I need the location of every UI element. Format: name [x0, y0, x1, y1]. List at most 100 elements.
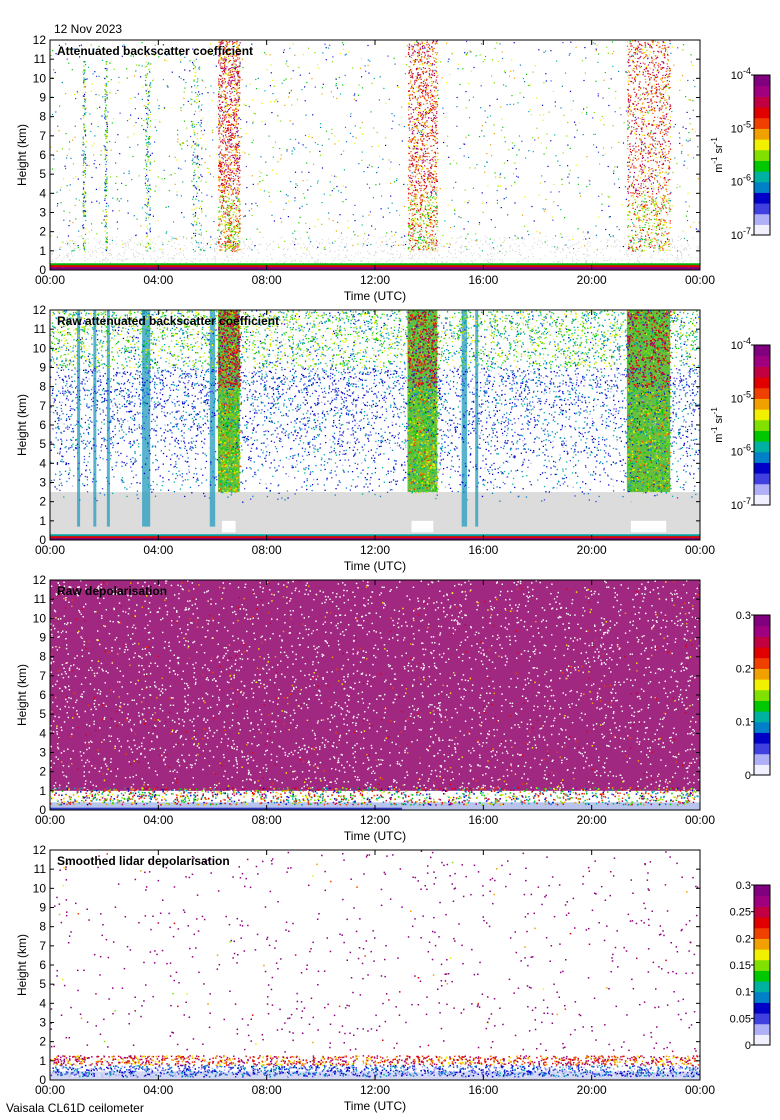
y-tick-label: 3: [39, 746, 46, 760]
colorbar-segment: [754, 117, 770, 121]
colorbar-segment: [754, 1007, 770, 1011]
colorbar-segment: [754, 946, 770, 950]
colorbar-segment: [754, 705, 770, 709]
colorbar-segment: [754, 994, 770, 998]
colorbar-segment: [754, 1042, 770, 1046]
y-tick-label: 12: [33, 843, 47, 857]
x-tick-label: 20:00: [577, 543, 607, 557]
x-tick-label: 20:00: [577, 273, 607, 287]
colorbar-segment: [754, 438, 770, 442]
colorbar-segment: [754, 973, 770, 977]
y-tick-label: 12: [33, 33, 47, 47]
colorbar-segment: [754, 387, 770, 391]
x-axis-label: Time (UTC): [344, 829, 406, 843]
x-axis-label: Time (UTC): [344, 559, 406, 573]
x-tick-label: 04:00: [143, 813, 173, 827]
colorbar-segment: [754, 909, 770, 913]
colorbar-segment: [754, 943, 770, 947]
colorbar-segment: [754, 358, 770, 362]
colorbar-segment: [754, 85, 770, 89]
colorbar-segment: [754, 898, 770, 902]
x-tick-label: 00:00: [685, 273, 715, 287]
colorbar-segment: [754, 721, 770, 725]
colorbar-segment: [754, 120, 770, 124]
y-tick-label: 3: [39, 476, 46, 490]
plot-background: [50, 850, 700, 1080]
colorbar-segment: [754, 1026, 770, 1030]
colorbar-segment: [754, 983, 770, 987]
colorbar-segment: [754, 75, 770, 79]
colorbar-segment: [754, 411, 770, 415]
colorbar-segment: [754, 703, 770, 707]
colorbar-segment: [754, 473, 770, 477]
colorbar-segment: [754, 617, 770, 621]
colorbar-segment: [754, 213, 770, 217]
colorbar-segment: [754, 125, 770, 129]
colorbar-segment: [754, 719, 770, 723]
colorbar-segment: [754, 724, 770, 728]
y-tick-label: 4: [39, 186, 46, 200]
colorbar-segment: [754, 772, 770, 776]
colorbar-segment: [754, 454, 770, 458]
colorbar-segment: [754, 652, 770, 656]
colorbar-segment: [754, 379, 770, 383]
colorbar-segment: [754, 941, 770, 945]
y-tick-label: 11: [34, 592, 47, 606]
colorbar-segment: [754, 232, 770, 236]
y-tick-label: 3: [39, 1016, 46, 1030]
y-tick-label: 0: [39, 533, 46, 547]
colorbar-segment: [754, 197, 770, 201]
colorbar-segment: [754, 184, 770, 188]
colorbar-segment: [754, 893, 770, 897]
colorbar-segment: [754, 633, 770, 637]
y-tick-label: 3: [39, 206, 46, 220]
colorbar-segment: [754, 112, 770, 116]
colorbar-segment: [754, 1018, 770, 1022]
y-axis-label: Height (km): [15, 934, 29, 996]
colorbar-segment: [754, 443, 770, 447]
colorbar-tick-label: 0.15: [730, 960, 751, 972]
colorbar-segment: [754, 459, 770, 463]
colorbar-tick-label: 0.3: [736, 880, 751, 892]
colorbar-segment: [754, 205, 770, 209]
colorbar-unit: m-1sr-1: [710, 137, 725, 173]
colorbar-segment: [754, 475, 770, 479]
colorbar-segment: [754, 144, 770, 148]
colorbar-segment: [754, 1037, 770, 1041]
y-tick-label: 1: [39, 244, 46, 258]
y-tick-label: 4: [39, 726, 46, 740]
colorbar-segment: [754, 935, 770, 939]
y-tick-label: 11: [34, 862, 47, 876]
colorbar-segment: [754, 168, 770, 172]
colorbar-segment: [754, 139, 770, 143]
colorbar-tick-label: 10-5: [731, 389, 751, 405]
colorbar-segment: [754, 933, 770, 937]
colorbar-segment: [754, 350, 770, 354]
colorbar-segment: [754, 890, 770, 894]
colorbar-segment: [754, 949, 770, 953]
colorbar-segment: [754, 938, 770, 942]
colorbar-segment: [754, 409, 770, 413]
colorbar-segment: [754, 499, 770, 503]
colorbar-segment: [754, 1010, 770, 1014]
colorbar: 10-7 10-6 10-5 10-4 m-1sr-1: [710, 66, 771, 242]
x-axis-label: Time (UTC): [344, 1099, 406, 1113]
y-tick-label: 5: [39, 167, 46, 181]
colorbar-segment: [754, 441, 770, 445]
y-tick-label: 7: [39, 129, 46, 143]
colorbar-segment: [754, 457, 770, 461]
colorbar-segment: [754, 435, 770, 439]
y-tick-label: 8: [39, 650, 46, 664]
y-tick-label: 0: [39, 1073, 46, 1087]
colorbar-unit: m-1sr-1: [710, 407, 725, 443]
colorbar-segment: [754, 502, 770, 506]
colorbar-segment: [754, 925, 770, 929]
colorbar-segment: [754, 395, 770, 399]
colorbar-segment: [754, 451, 770, 455]
colorbar-segment: [754, 160, 770, 164]
colorbar-segment: [754, 967, 770, 971]
y-tick-label: 10: [33, 881, 47, 895]
colorbar-tick-label: 0.1: [736, 717, 751, 729]
